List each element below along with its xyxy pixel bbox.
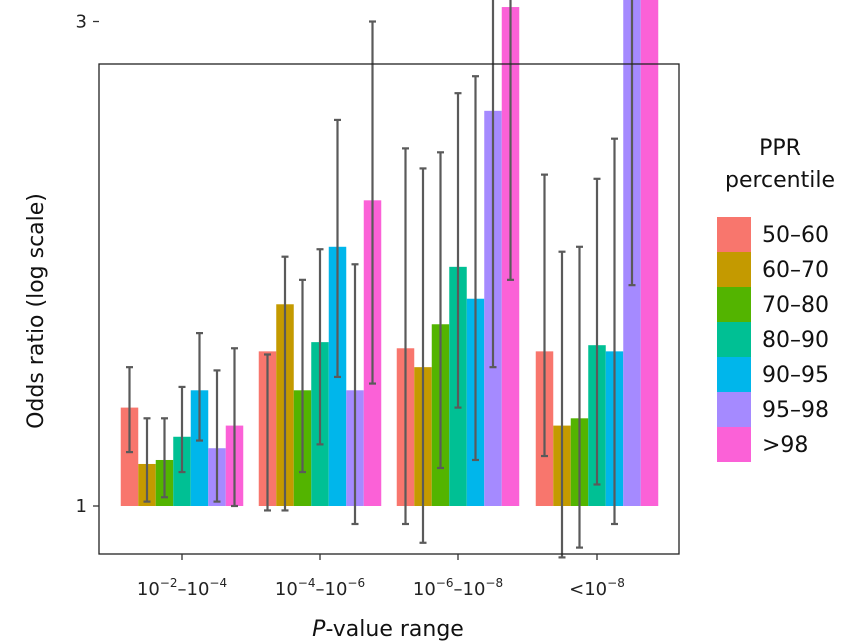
x-axis-title: P-value range [312, 617, 464, 642]
legend-swatch [717, 392, 751, 427]
axes: 13510−2–10−410−4–10−610−6–10−8<10−8P-val… [24, 12, 680, 642]
legend-label: 50–60 [762, 223, 829, 248]
bar [190, 390, 209, 506]
x-tick-label: 10−4–10−6 [275, 576, 365, 600]
legend-label: 60–70 [762, 258, 829, 283]
x-tick-label: <10−8 [569, 576, 625, 600]
legend-swatch [717, 287, 751, 322]
legend-swatch [717, 252, 751, 287]
y-tick-label: 3 [76, 12, 87, 33]
y-axis-title: Odds ratio (log scale) [24, 193, 49, 429]
legend-label: 95–98 [762, 398, 829, 423]
bar [120, 407, 139, 506]
legend: PPR percentile 50–60 60–70 70–80 80–90 90–95 95… [717, 136, 835, 462]
legend-swatch [717, 427, 751, 462]
bar [640, 0, 659, 506]
plot-border [98, 63, 680, 555]
legend-label: 80–90 [762, 328, 829, 353]
legend-swatch [717, 217, 751, 252]
x-tick-label: 10−2–10−4 [137, 576, 227, 600]
x-tick-label: 10−6–10−8 [413, 576, 503, 600]
legend-title: percentile [725, 168, 835, 193]
legend-label: 70–80 [762, 293, 829, 318]
legend-label: 90–95 [762, 363, 829, 388]
legend-title: PPR [759, 136, 801, 161]
legend-swatch [717, 322, 751, 357]
legend-label: >98 [762, 433, 808, 458]
y-tick-label: 1 [76, 496, 87, 517]
plot-area [99, 0, 679, 559]
legend-swatch [717, 357, 751, 392]
